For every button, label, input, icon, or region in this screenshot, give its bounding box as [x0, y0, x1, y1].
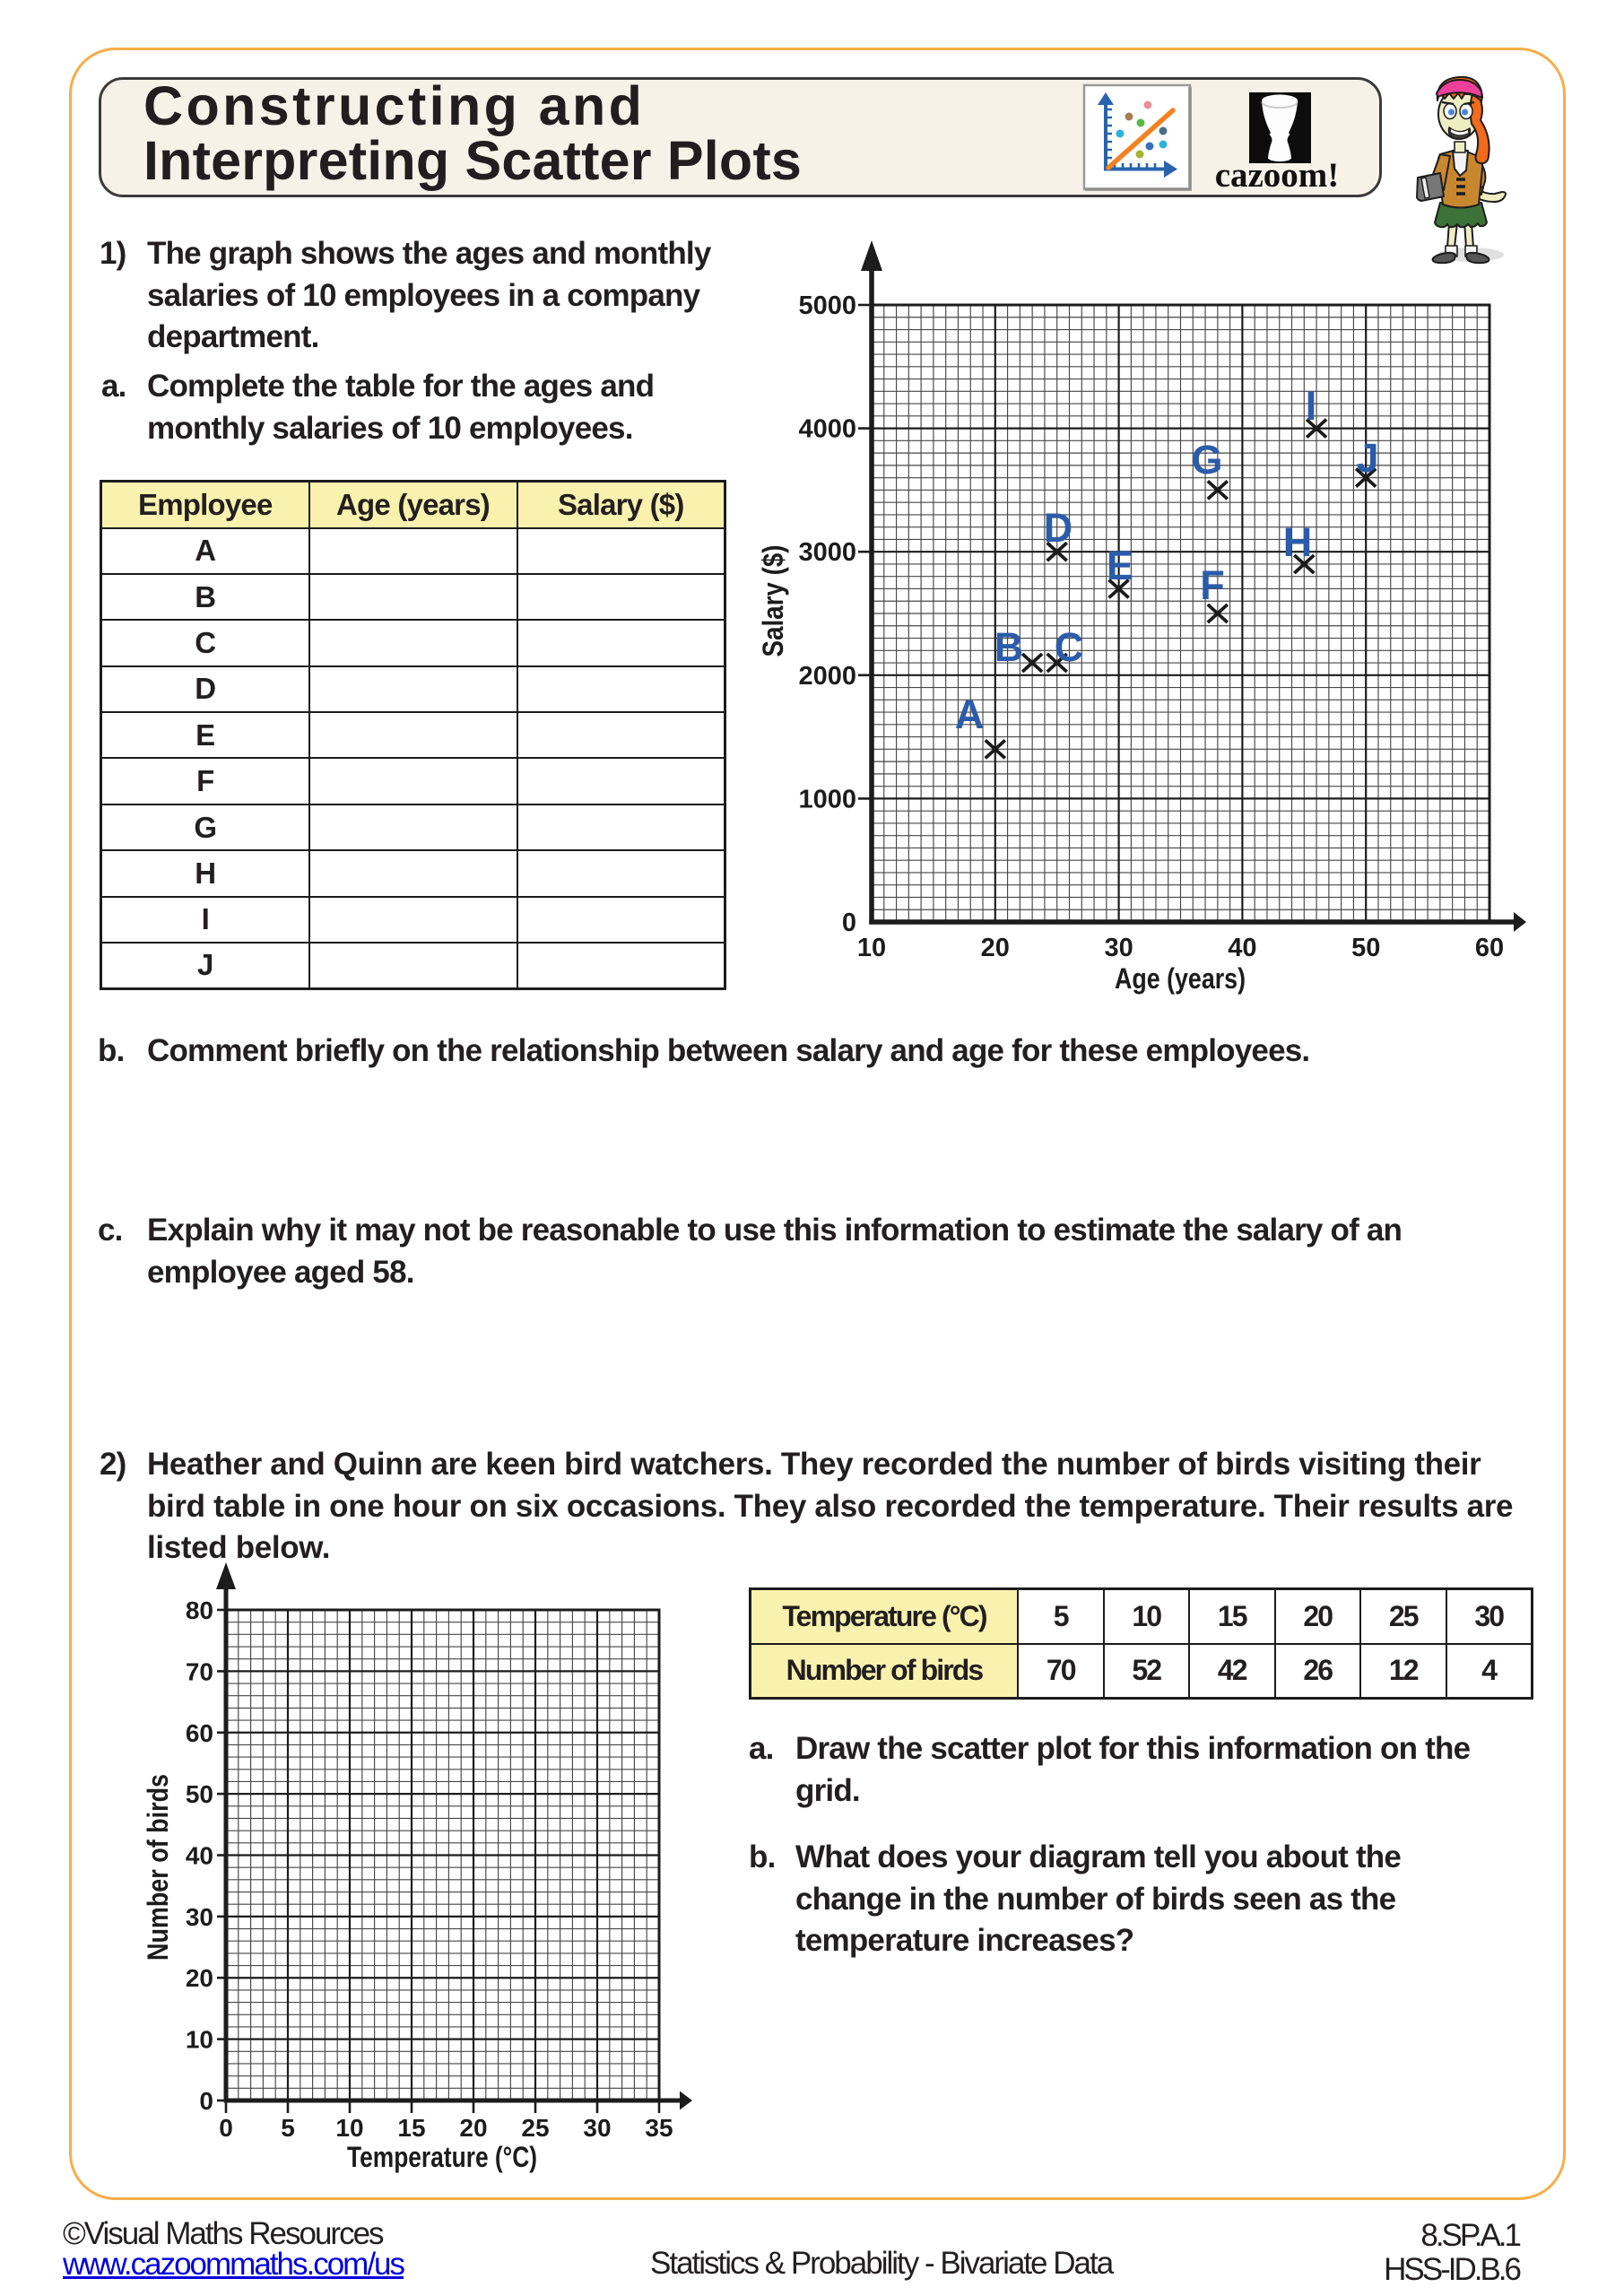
svg-text:0: 0: [842, 909, 856, 937]
svg-text:Salary ($): Salary ($): [757, 545, 789, 657]
svg-text:30: 30: [1104, 934, 1133, 962]
svg-text:35: 35: [645, 2114, 673, 2142]
svg-text:20: 20: [981, 934, 1010, 962]
svg-text:30: 30: [583, 2114, 611, 2142]
svg-text:0: 0: [219, 2114, 233, 2142]
svg-text:H: H: [1283, 519, 1313, 565]
svg-text:60: 60: [1475, 934, 1504, 962]
svg-text:2000: 2000: [798, 662, 856, 691]
svg-text:F: F: [1200, 562, 1225, 608]
svg-text:10: 10: [857, 934, 886, 962]
svg-text:5000: 5000: [798, 291, 856, 320]
svg-text:70: 70: [186, 1657, 213, 1685]
svg-text:30: 30: [186, 1903, 213, 1931]
svg-text:C: C: [1055, 624, 1084, 670]
svg-text:10: 10: [186, 2026, 213, 2054]
svg-text:10: 10: [335, 2114, 363, 2142]
svg-text:40: 40: [186, 1842, 213, 1870]
svg-text:25: 25: [521, 2114, 549, 2142]
svg-text:Age (years): Age (years): [1115, 962, 1246, 995]
svg-text:G: G: [1191, 437, 1222, 483]
svg-text:3000: 3000: [798, 538, 856, 567]
svg-text:J: J: [1356, 435, 1378, 481]
svg-text:B: B: [994, 624, 1024, 670]
svg-text:E: E: [1107, 543, 1133, 588]
svg-text:5: 5: [281, 2114, 295, 2142]
svg-text:20: 20: [186, 1964, 213, 1992]
svg-text:60: 60: [186, 1719, 213, 1747]
svg-text:50: 50: [186, 1780, 213, 1808]
svg-text:40: 40: [1228, 934, 1256, 962]
svg-text:1000: 1000: [798, 785, 856, 813]
svg-text:D: D: [1044, 505, 1073, 551]
svg-text:80: 80: [186, 1596, 213, 1624]
svg-text:15: 15: [397, 2114, 425, 2142]
svg-text:A: A: [955, 691, 985, 737]
svg-text:Temperature (°C): Temperature (°C): [347, 2141, 537, 2173]
svg-text:Number of birds: Number of birds: [142, 1774, 174, 1961]
svg-text:20: 20: [459, 2114, 487, 2142]
svg-text:cazoom!: cazoom!: [1215, 156, 1340, 195]
svg-text:50: 50: [1351, 934, 1380, 962]
svg-text:4000: 4000: [798, 415, 856, 444]
svg-text:I: I: [1306, 383, 1317, 429]
svg-text:0: 0: [199, 2087, 213, 2115]
